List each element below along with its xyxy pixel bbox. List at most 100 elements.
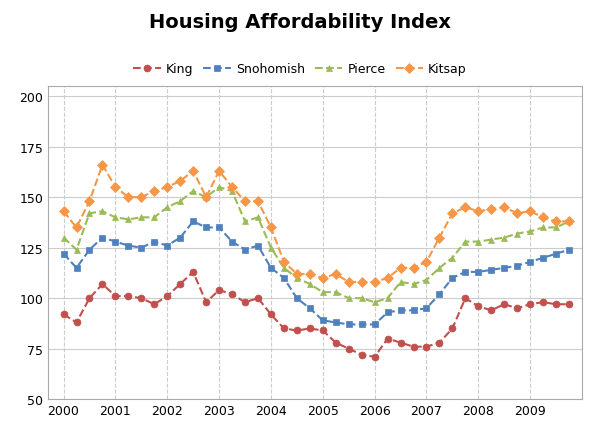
- Kitsap: [99, 163, 106, 168]
- Snohomish: [176, 235, 184, 240]
- Snohomish: [138, 246, 145, 251]
- King: [384, 336, 391, 342]
- Pierce: [319, 290, 326, 295]
- Line: Kitsap: Kitsap: [60, 162, 572, 286]
- Kitsap: [565, 219, 572, 224]
- Pierce: [500, 235, 508, 240]
- Kitsap: [164, 185, 171, 190]
- Snohomish: [125, 243, 132, 249]
- King: [125, 294, 132, 299]
- Snohomish: [203, 225, 210, 230]
- Pierce: [527, 229, 534, 234]
- King: [73, 320, 80, 325]
- Kitsap: [190, 169, 197, 174]
- Snohomish: [151, 240, 158, 245]
- King: [553, 302, 560, 307]
- Pierce: [215, 185, 223, 190]
- Kitsap: [138, 195, 145, 200]
- King: [241, 300, 248, 305]
- King: [527, 302, 534, 307]
- Pierce: [293, 276, 301, 281]
- Pierce: [190, 189, 197, 194]
- Kitsap: [436, 235, 443, 240]
- Pierce: [229, 189, 236, 194]
- Pierce: [112, 215, 119, 220]
- Kitsap: [306, 272, 313, 277]
- King: [539, 300, 547, 305]
- King: [436, 340, 443, 345]
- Snohomish: [112, 240, 119, 245]
- Kitsap: [384, 276, 391, 281]
- Pierce: [99, 209, 106, 214]
- Kitsap: [332, 272, 340, 277]
- King: [319, 328, 326, 333]
- King: [345, 346, 352, 352]
- King: [60, 312, 67, 317]
- Pierce: [254, 215, 262, 220]
- Kitsap: [254, 199, 262, 204]
- Snohomish: [358, 322, 365, 327]
- King: [293, 328, 301, 333]
- King: [190, 270, 197, 275]
- Text: Housing Affordability Index: Housing Affordability Index: [149, 13, 451, 32]
- King: [280, 326, 287, 331]
- Line: King: King: [60, 269, 572, 360]
- Snohomish: [215, 225, 223, 230]
- Kitsap: [293, 272, 301, 277]
- Pierce: [332, 290, 340, 295]
- Kitsap: [241, 199, 248, 204]
- Line: Pierce: Pierce: [60, 184, 572, 306]
- Snohomish: [527, 260, 534, 265]
- King: [514, 306, 521, 311]
- Snohomish: [229, 240, 236, 245]
- Snohomish: [449, 276, 456, 281]
- Snohomish: [488, 268, 495, 273]
- Pierce: [449, 256, 456, 261]
- Pierce: [358, 296, 365, 301]
- Pierce: [268, 246, 275, 251]
- Kitsap: [514, 211, 521, 217]
- King: [176, 282, 184, 287]
- Kitsap: [176, 179, 184, 184]
- King: [423, 344, 430, 349]
- Pierce: [462, 240, 469, 245]
- Snohomish: [384, 310, 391, 315]
- Kitsap: [319, 276, 326, 281]
- Snohomish: [462, 270, 469, 275]
- Kitsap: [500, 205, 508, 210]
- Legend: King, Snohomish, Pierce, Kitsap: King, Snohomish, Pierce, Kitsap: [128, 58, 472, 81]
- Pierce: [514, 231, 521, 237]
- Snohomish: [190, 219, 197, 224]
- King: [112, 294, 119, 299]
- Pierce: [241, 219, 248, 224]
- Kitsap: [371, 280, 378, 285]
- Pierce: [176, 199, 184, 204]
- Pierce: [397, 280, 404, 285]
- King: [358, 352, 365, 358]
- Snohomish: [345, 322, 352, 327]
- Snohomish: [397, 308, 404, 313]
- Snohomish: [500, 266, 508, 271]
- King: [500, 302, 508, 307]
- Snohomish: [565, 247, 572, 253]
- Kitsap: [203, 195, 210, 200]
- King: [462, 296, 469, 301]
- King: [229, 292, 236, 297]
- King: [138, 296, 145, 301]
- Kitsap: [268, 225, 275, 230]
- King: [449, 326, 456, 331]
- Pierce: [138, 215, 145, 220]
- Snohomish: [539, 256, 547, 261]
- Pierce: [384, 296, 391, 301]
- King: [306, 326, 313, 331]
- Pierce: [60, 235, 67, 240]
- King: [488, 308, 495, 313]
- Snohomish: [86, 247, 93, 253]
- Snohomish: [514, 263, 521, 269]
- King: [371, 354, 378, 359]
- King: [215, 288, 223, 293]
- Kitsap: [125, 195, 132, 200]
- Kitsap: [73, 225, 80, 230]
- King: [268, 312, 275, 317]
- Pierce: [151, 215, 158, 220]
